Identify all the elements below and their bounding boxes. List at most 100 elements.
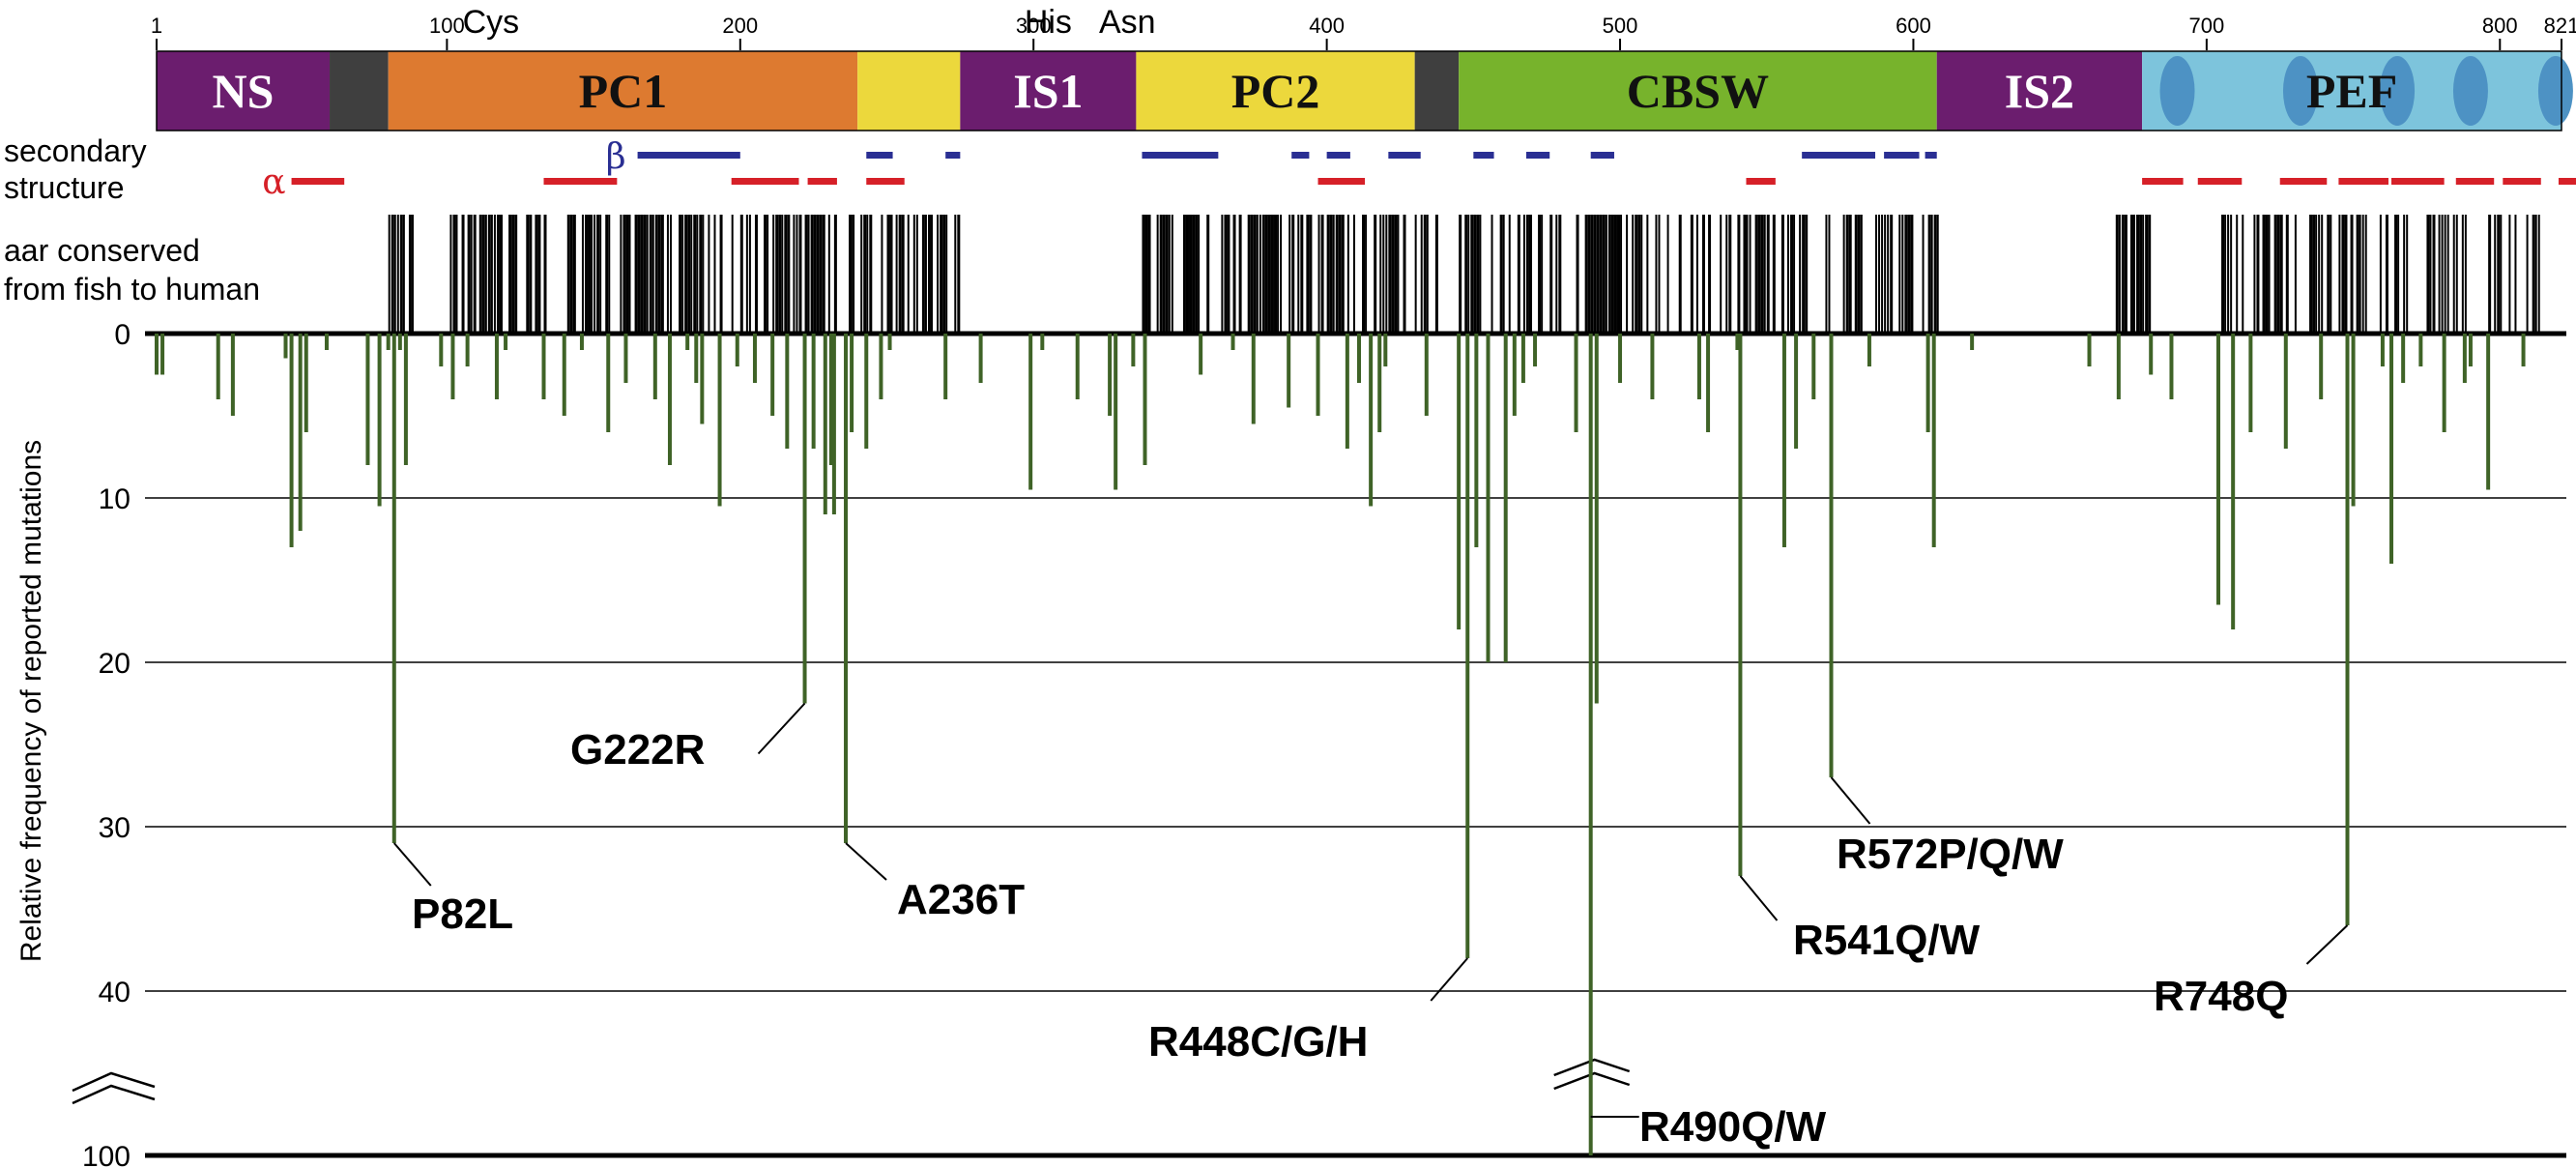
mutation-bar bbox=[844, 334, 849, 843]
conserved-residue bbox=[1434, 215, 1438, 333]
annotation-leader bbox=[1739, 875, 1779, 921]
conserved-residue bbox=[2224, 215, 2227, 333]
conserved-residue bbox=[915, 215, 918, 333]
conserved-residue bbox=[1479, 215, 1482, 333]
mutation-bar bbox=[494, 334, 499, 399]
conserved-residue bbox=[622, 215, 626, 333]
conserved-residue bbox=[927, 215, 931, 333]
conserved-residue bbox=[1593, 215, 1597, 333]
conserved-residue bbox=[1646, 215, 1649, 333]
conserved-residue bbox=[2256, 215, 2260, 333]
conserved-residue bbox=[1159, 215, 1163, 333]
conserved-residue bbox=[2139, 215, 2143, 333]
conserved-residue bbox=[399, 215, 403, 333]
conserved-residue bbox=[907, 215, 910, 333]
alpha-helix bbox=[807, 178, 837, 185]
mutation-bar bbox=[811, 334, 816, 449]
conserved-residue bbox=[1632, 215, 1635, 333]
mutation-bar bbox=[1696, 334, 1701, 399]
conserved-residue bbox=[596, 215, 600, 333]
conserved-residue bbox=[1256, 215, 1259, 333]
mutation-bar bbox=[2418, 334, 2423, 366]
conserved-residue bbox=[1221, 215, 1224, 333]
conserved-residue bbox=[1247, 215, 1251, 333]
conserved-residue bbox=[473, 215, 477, 333]
conserved-residue bbox=[1306, 215, 1310, 333]
domain-label: PC1 bbox=[579, 64, 668, 118]
mutation-bar bbox=[541, 334, 546, 399]
alpha-helix bbox=[1338, 178, 1366, 185]
conserved-residue bbox=[1362, 215, 1366, 333]
conserved-residue bbox=[684, 215, 688, 333]
conserved-residue bbox=[2327, 215, 2330, 333]
alpha-helix bbox=[2558, 178, 2576, 185]
conserved-residue bbox=[866, 215, 869, 333]
conserved-residue bbox=[2338, 215, 2341, 333]
annotation-leader bbox=[393, 842, 432, 887]
conserved-residue bbox=[2455, 215, 2458, 333]
mutation-bar bbox=[2283, 334, 2288, 449]
y-axis-label: Relative frequency of reported mutations bbox=[15, 440, 47, 962]
conserved-residue bbox=[499, 215, 503, 333]
domain-track-border bbox=[156, 50, 2562, 131]
conserved-residue bbox=[1799, 215, 1802, 333]
conserved-residue bbox=[2124, 215, 2127, 333]
secondary-structure-track: βα bbox=[262, 137, 2576, 202]
conserved-residue bbox=[2364, 215, 2367, 333]
mutation-bar bbox=[1520, 334, 1525, 383]
mutation-bar bbox=[2087, 334, 2092, 366]
conserved-residue bbox=[1168, 215, 1171, 333]
domain-block bbox=[330, 51, 389, 131]
conserved-residue bbox=[2236, 215, 2239, 333]
conserved-residue bbox=[2446, 215, 2449, 333]
conserved-residue bbox=[1596, 215, 1600, 333]
conserved-residue bbox=[1288, 215, 1291, 333]
conserved-residue bbox=[2315, 215, 2318, 333]
annotation-leader bbox=[2305, 924, 2349, 965]
conserved-residue bbox=[798, 215, 802, 333]
conserved-residue bbox=[1525, 215, 1529, 333]
ef-hand-mark bbox=[2537, 56, 2573, 126]
conserved-residue bbox=[1473, 215, 1477, 333]
mutation-bar bbox=[1230, 334, 1235, 350]
conserved-residue bbox=[748, 215, 751, 333]
beta-strand bbox=[1590, 152, 1614, 159]
mutation-bar bbox=[2345, 334, 2350, 925]
residue-tick-label: 100 bbox=[429, 14, 465, 38]
mutation-label: A236T bbox=[897, 876, 1025, 923]
conserved-residue bbox=[708, 215, 710, 333]
mutation-bar bbox=[377, 334, 382, 507]
conserved-residue bbox=[1842, 215, 1845, 333]
conserved-residue bbox=[2321, 215, 2324, 333]
conserved-residue bbox=[1605, 215, 1607, 333]
conserved-residue bbox=[1884, 215, 1887, 333]
mutation-bar bbox=[1114, 334, 1118, 490]
conserved-residue bbox=[1253, 215, 1257, 333]
conserved-residue bbox=[588, 215, 592, 333]
mutation-bar bbox=[943, 334, 948, 399]
conserved-residue bbox=[396, 215, 399, 333]
mutation-bar bbox=[1738, 334, 1743, 876]
conserved-residue bbox=[591, 215, 593, 333]
conserved-residue bbox=[852, 215, 855, 333]
conserved-residue bbox=[535, 215, 538, 333]
conserved-residue bbox=[816, 215, 820, 333]
alpha-helix bbox=[1317, 178, 1350, 185]
mutation-bar bbox=[1925, 334, 1930, 432]
mutation-bar bbox=[1357, 334, 1361, 383]
conserved-residue bbox=[2461, 215, 2464, 333]
mutation-bar bbox=[2401, 334, 2406, 383]
conserved-residue bbox=[449, 215, 452, 333]
conserved-residue bbox=[696, 215, 699, 333]
conserved-residue bbox=[1878, 215, 1881, 333]
conserved-residue bbox=[1757, 215, 1761, 333]
conserved-residue bbox=[2500, 215, 2503, 333]
mutation-bar bbox=[1199, 334, 1203, 375]
mutation-bar bbox=[1287, 334, 1291, 408]
conserved-residue bbox=[2537, 215, 2540, 333]
conserved-residue bbox=[1385, 215, 1388, 333]
conserved-residue bbox=[543, 215, 547, 333]
conserved-residue bbox=[2262, 215, 2266, 333]
conserved-residue bbox=[833, 215, 837, 333]
